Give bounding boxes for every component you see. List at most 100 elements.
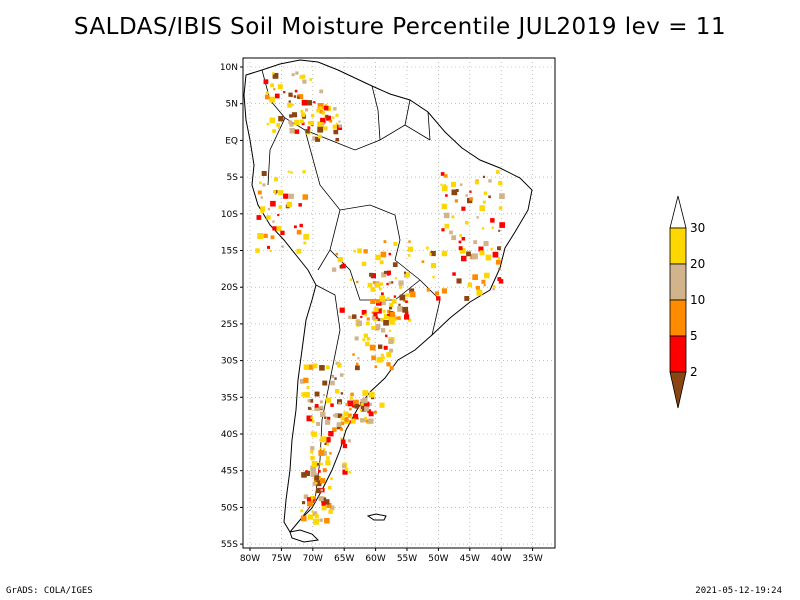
percentile-cell	[296, 248, 302, 254]
percentile-cell	[451, 189, 458, 196]
percentile-cell	[361, 261, 367, 267]
percentile-cell	[257, 190, 262, 195]
percentile-cell	[460, 248, 466, 254]
percentile-cell	[289, 128, 295, 134]
lat-label: 40S	[221, 430, 238, 440]
percentile-cell	[390, 315, 397, 322]
percentile-cell	[306, 497, 311, 502]
percentile-cell	[482, 200, 486, 204]
percentile-cell	[338, 402, 342, 405]
percentile-cell	[325, 114, 329, 118]
percentile-cell	[294, 129, 300, 134]
percentile-cell	[362, 397, 368, 404]
percentile-cell	[287, 103, 292, 108]
lon-label: 45W	[460, 554, 480, 564]
lat-label: 45S	[221, 467, 238, 477]
percentile-cell	[469, 197, 473, 201]
percentile-cell	[383, 345, 388, 350]
percentile-cell	[369, 344, 376, 351]
percentile-cell	[310, 431, 315, 436]
colorbar-top-triangle	[669, 195, 687, 229]
percentile-cell	[403, 300, 406, 303]
percentile-cell	[324, 442, 327, 445]
percentile-cell	[375, 324, 381, 330]
percentile-cell	[322, 450, 327, 456]
percentile-cell	[350, 418, 356, 424]
percentile-cell	[330, 380, 335, 386]
percentile-cell	[270, 200, 276, 207]
percentile-cell	[297, 96, 300, 99]
percentile-cell	[322, 468, 327, 473]
percentile-cell	[441, 288, 447, 294]
percentile-cell	[388, 281, 392, 285]
percentile-cell	[299, 223, 303, 228]
percentile-cell	[405, 272, 411, 278]
lat-label: 15S	[221, 247, 238, 257]
percentile-cell	[277, 84, 283, 90]
footer-timestamp: 2021-05-12-19:24	[695, 586, 782, 596]
percentile-cell	[392, 262, 398, 267]
percentile-cell	[301, 472, 307, 478]
percentile-cell	[361, 309, 367, 315]
percentile-cell	[330, 477, 333, 480]
percentile-cell	[324, 518, 330, 524]
percentile-cell	[380, 251, 387, 258]
lat-label: 50S	[221, 503, 238, 513]
percentile-cell	[303, 241, 307, 245]
percentile-cell	[376, 357, 382, 363]
colorbar-label: 5	[690, 329, 698, 343]
percentile-cell	[311, 114, 315, 118]
percentile-cell	[281, 245, 284, 248]
percentile-cell	[473, 240, 478, 245]
percentile-cell	[260, 196, 263, 199]
percentile-cell	[499, 222, 505, 228]
percentile-cell	[363, 401, 370, 408]
percentile-cell	[498, 279, 504, 284]
percentile-cell	[334, 377, 337, 380]
colorbar-label: 20	[690, 257, 705, 271]
percentile-cell	[335, 252, 338, 256]
percentile-cell	[388, 338, 394, 344]
percentile-cell	[328, 485, 332, 490]
percentile-cell	[349, 415, 353, 419]
percentile-cell	[388, 252, 392, 256]
percentile-cell	[384, 314, 389, 319]
percentile-cell	[291, 112, 297, 118]
percentile-cell	[302, 501, 306, 505]
percentile-cell	[320, 436, 327, 443]
colorbar-label: 2	[690, 365, 698, 379]
percentile-cell	[340, 427, 343, 431]
percentile-cell	[364, 313, 368, 317]
percentile-cell	[374, 410, 377, 414]
percentile-cell	[342, 464, 346, 469]
percentile-cell	[371, 315, 377, 320]
percentile-cell	[272, 220, 275, 223]
percentile-cell	[321, 501, 326, 506]
percentile-cell	[391, 298, 397, 304]
percentile-cell	[326, 106, 332, 111]
percentile-cell	[276, 226, 282, 232]
percentile-cell	[326, 443, 330, 446]
percentile-cell	[286, 201, 293, 208]
percentile-cell	[312, 482, 317, 486]
percentile-cell	[335, 113, 339, 117]
percentile-cell	[308, 364, 314, 370]
lat-label: 10S	[221, 210, 238, 220]
percentile-cell	[323, 126, 328, 131]
lat-label: 5N	[226, 100, 238, 110]
percentile-cell	[331, 375, 334, 379]
percentile-cell	[318, 450, 325, 456]
percentile-cell	[367, 282, 373, 288]
lon-label: 65W	[334, 554, 354, 564]
percentile-cell	[335, 389, 340, 394]
percentile-cell	[359, 409, 362, 412]
percentile-cell	[492, 285, 496, 288]
percentile-cell	[388, 329, 392, 332]
percentile-cell	[363, 249, 368, 254]
percentile-cell	[315, 136, 321, 142]
percentile-cell	[441, 250, 448, 257]
percentile-cell	[441, 203, 447, 209]
lat-label: 35S	[221, 393, 238, 403]
percentile-cell	[340, 416, 345, 421]
percentile-cell	[379, 282, 383, 286]
